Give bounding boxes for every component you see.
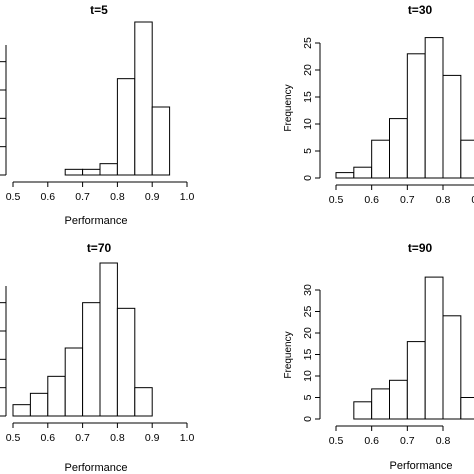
panel-t90-y-tick-label: 25 <box>302 306 314 318</box>
panel-t30-x-tick-label: 0.6 <box>364 194 379 206</box>
panel-t5-x-tick-label: 0.7 <box>75 191 90 203</box>
panel-t30-bar <box>424 37 444 179</box>
panel-t90-x-tick-label: 0.6 <box>364 435 379 447</box>
panel-t30-bar <box>406 53 426 179</box>
panel-t90-bar <box>371 388 390 420</box>
panel-t30-plot: 0.5 0.6 0.7 0.8 0.9 0 5 10 15 20 25 <box>302 37 474 206</box>
panel-t5: t=5 Performance 0.5 0.6 0.7 0.8 0.9 1.0 <box>0 3 194 227</box>
panel-t90-xlabel: Performance <box>390 460 453 472</box>
panel-t30-y-tick-label: 25 <box>302 37 314 49</box>
panel-t90-bar <box>389 379 408 420</box>
panel-t5-bar <box>99 163 118 176</box>
panel-t5-bar <box>151 106 171 176</box>
panel-t70-bar <box>47 375 66 417</box>
panel-t30-y-tick-label: 5 <box>302 148 314 154</box>
panel-t70-title: t=70 <box>87 241 112 255</box>
panel-t30-y-tick-label: 10 <box>302 118 314 130</box>
panel-t90-x-tick-label: 0.8 <box>436 435 451 447</box>
panel-t90-bar <box>424 276 444 420</box>
panel-t5-x-tick-label: 0.5 <box>6 191 21 203</box>
panel-t5-xlabel: Performance <box>65 215 128 227</box>
panel-t30-x-tick-label: 0.7 <box>400 194 415 206</box>
panel-t5-plot: 0.5 0.6 0.7 0.8 0.9 1.0 <box>0 21 195 203</box>
panel-t90-y-tick-label: 0 <box>302 416 314 422</box>
panel-t30-bar <box>460 139 474 179</box>
panel-t70-x-tick-label: 1.0 <box>180 432 195 444</box>
panel-t70-bar <box>64 347 84 417</box>
panel-t70-x-tick-label: 0.8 <box>110 432 125 444</box>
panel-t70-x-tick-label: 0.6 <box>40 432 55 444</box>
panel-t90-plot: 0.5 0.6 0.7 0.8 0 5 10 15 20 25 30 <box>302 276 474 447</box>
panel-t5-x-tick-label: 0.6 <box>40 191 55 203</box>
panel-t30-x-tick-label: 0.8 <box>436 194 451 206</box>
panel-t90-bar <box>406 341 426 420</box>
panel-t5-x-tick-label: 0.9 <box>145 191 160 203</box>
panel-t90: t=90 Frequency Performance 0.5 0.6 0.7 0.80… <box>283 241 474 472</box>
panel-t30-y-tick-label: 15 <box>302 91 314 103</box>
panel-t30-bar <box>353 166 373 179</box>
panel-t30-ylabel: Frequency <box>283 84 294 131</box>
panel-t30-y-tick-label: 20 <box>302 64 314 76</box>
panel-t70-x-tick-label: 0.9 <box>145 432 160 444</box>
panel-t90-title: t=90 <box>408 241 433 255</box>
panel-t5-bar <box>64 168 84 176</box>
panel-t5-bar <box>116 78 136 176</box>
panel-t90-bar <box>460 397 474 420</box>
panel-t30-bar <box>389 118 408 179</box>
panel-t70-bar <box>12 404 31 417</box>
panel-t70-xlabel: Performance <box>65 462 128 474</box>
panel-t30-bar <box>371 139 390 179</box>
panel-t30-bar <box>335 172 355 179</box>
panel-t90-y-tick-label: 15 <box>302 349 314 361</box>
panel-t90-x-tick-label: 0.7 <box>400 435 415 447</box>
panel-t70-bar <box>29 392 49 417</box>
panel-t30-y-tick-label: 0 <box>302 175 314 181</box>
panel-t90-bar <box>353 401 373 420</box>
panel-t70: t=70 Performance 0.5 0.6 0.7 0.8 0.9 1.0 <box>0 241 194 474</box>
panel-t5-x-tick-label: 0.8 <box>110 191 125 203</box>
panel-t90-y-tick-label: 30 <box>302 284 314 296</box>
panel-t70-bar <box>99 262 118 417</box>
panel-t70-plot: 0.5 0.6 0.7 0.8 0.9 1.0 <box>0 262 195 444</box>
panel-t30-x-tick-label: 0.9 <box>471 194 474 206</box>
panel-t30-x-tick-label: 0.5 <box>329 194 344 206</box>
panel-t30-title: t=30 <box>408 3 433 17</box>
panel-t30-bar <box>442 74 462 179</box>
panel-t70-x-tick-label: 0.7 <box>75 432 90 444</box>
panel-t5-bar <box>134 21 153 176</box>
panel-t70-bar <box>134 387 153 417</box>
panel-t30: t=30 Frequency 0.5 0.6 0.7 0.8 0.9 0 5 10 15 20 25 <box>283 3 474 206</box>
panel-t90-ylabel: Frequency <box>283 331 294 378</box>
panel-t90-bar <box>442 315 462 420</box>
panel-t90-y-tick-label: 10 <box>302 370 314 382</box>
panel-t70-bar <box>116 307 136 417</box>
panel-t5-title: t=5 <box>90 3 108 17</box>
panel-t5-bar <box>82 168 101 176</box>
panel-t90-y-tick-label: 20 <box>302 327 314 339</box>
panel-t90-x-tick-label: 0.5 <box>329 435 344 447</box>
panel-t5-x-tick-label: 1.0 <box>180 191 195 203</box>
panel-t70-bar <box>82 302 101 417</box>
panel-t90-y-tick-label: 5 <box>302 394 314 400</box>
panel-t70-x-tick-label: 0.5 <box>6 432 21 444</box>
